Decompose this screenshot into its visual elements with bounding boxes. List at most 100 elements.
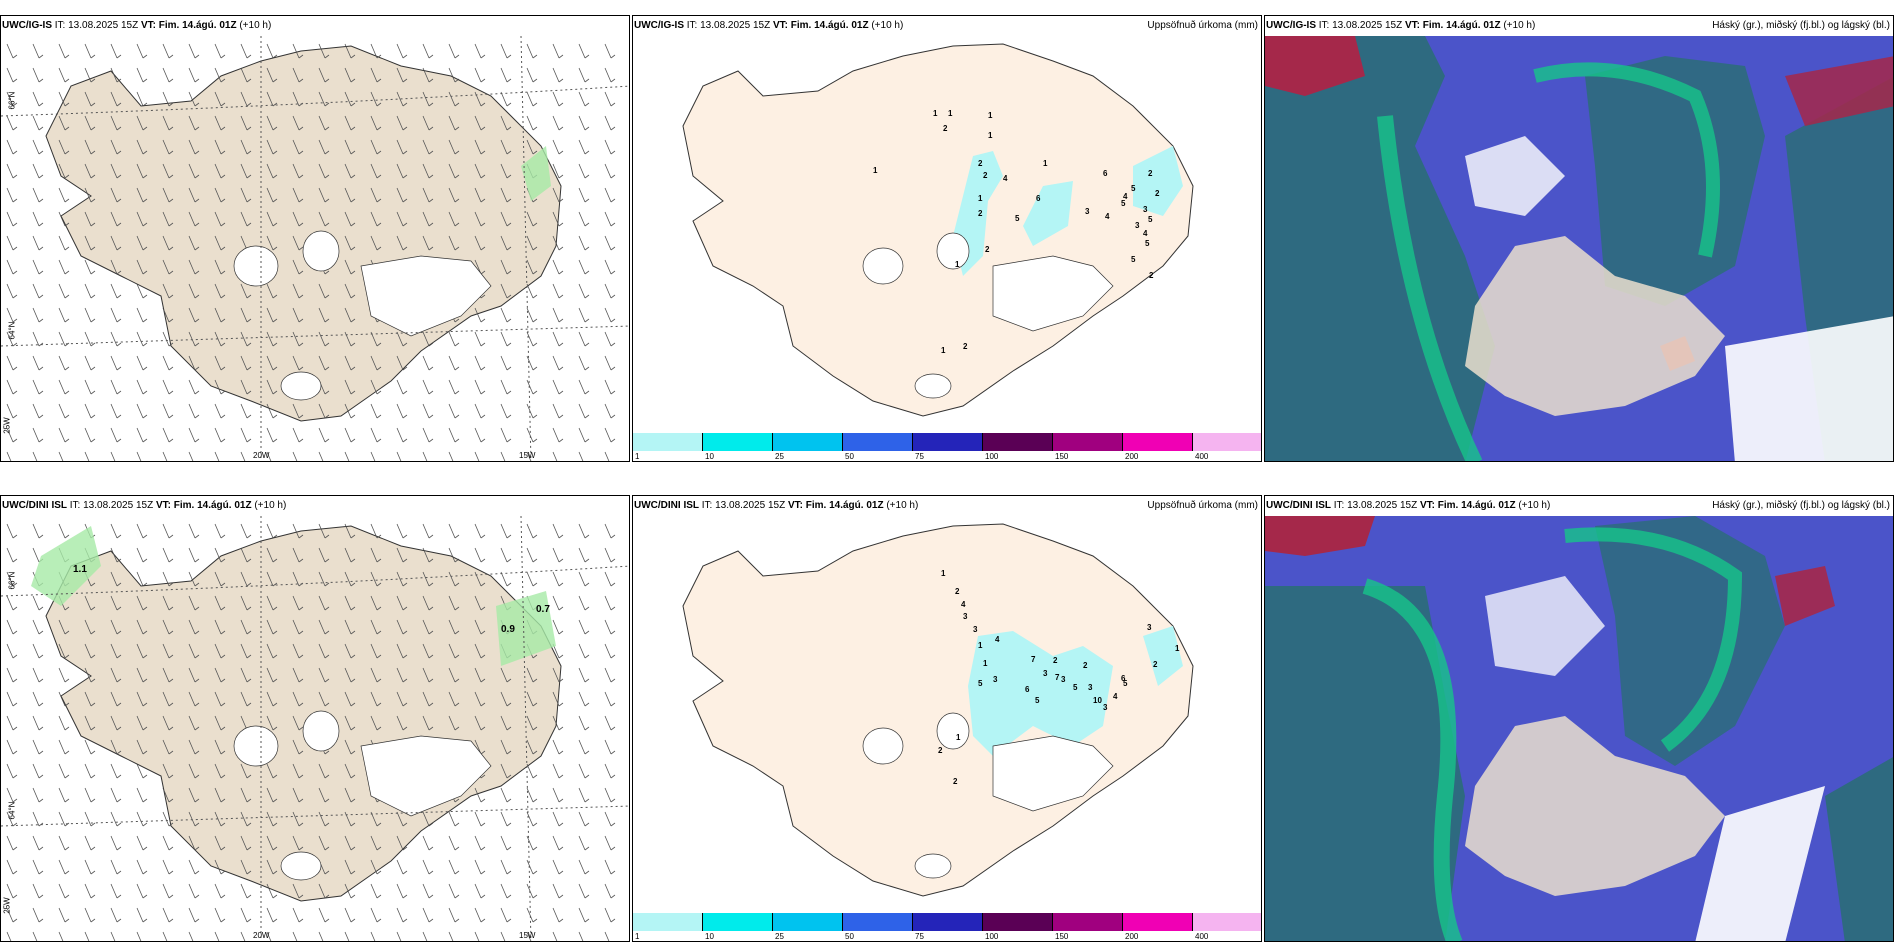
precip-value: 1 (1043, 159, 1048, 168)
lat-line (1, 805, 629, 827)
precip-value: 3 (1043, 669, 1048, 678)
lon-label: 25W (2, 417, 12, 434)
precip-value: 1 (941, 569, 946, 578)
precip-legend: 1 10 25 50 75 100 150 200 400 (633, 913, 1261, 941)
clear-land (1465, 716, 1725, 896)
legend-label: 200 (1125, 932, 1139, 941)
legend-label: 10 (705, 932, 714, 941)
precip-value: 6 (1036, 194, 1041, 203)
lon-label: 20W (253, 451, 270, 460)
high-cloud-red (1265, 36, 1365, 96)
legend-label: 25 (775, 932, 784, 941)
clear-sky (1695, 786, 1825, 941)
legend-swatch (773, 433, 843, 451)
clear-sky (1465, 136, 1565, 216)
precip-value: 6 (1121, 674, 1126, 683)
precip-value: 5 (1131, 255, 1136, 264)
cloud-panel-row2: UWC/DINI ISL IT: 13.08.2025 15Z VT: Fim.… (1264, 495, 1894, 942)
iceland-landmass (682, 43, 1194, 417)
legend-swatch (843, 913, 913, 931)
legend-label: 1 (635, 452, 640, 461)
glacier (233, 245, 279, 287)
precip-value: 4 (1105, 212, 1110, 221)
precip-value: 5 (978, 679, 983, 688)
precip-value: 3 (1088, 683, 1093, 692)
wind-green-area (496, 591, 556, 666)
precip-value: 4 (1123, 192, 1128, 201)
legend-label: 50 (845, 452, 854, 461)
precip-area (1023, 181, 1073, 246)
wind-map (1, 515, 629, 941)
lat-label: 66°N (7, 571, 17, 590)
precip-value: 2 (1153, 660, 1158, 669)
panel-title: UWC/IG-IS IT: 13.08.2025 15Z VT: Fim. 14… (1266, 20, 1890, 31)
precip-value: 2 (1083, 661, 1088, 670)
glacier (302, 710, 340, 752)
precip-value: 2 (953, 777, 958, 786)
precip-value: 5 (1073, 683, 1078, 692)
lat-line (1, 85, 629, 117)
vatnajokull-glacier (992, 735, 1114, 812)
lat-label: 64°N (7, 801, 17, 820)
glacier (914, 853, 952, 879)
precip-value: 4 (1003, 174, 1008, 183)
panel-title: UWC/DINI ISL IT: 13.08.2025 15Z VT: Fim.… (1266, 500, 1890, 511)
legend-label: 100 (985, 452, 999, 461)
cloud-band (1564, 527, 1743, 752)
clear-sky (1725, 316, 1893, 461)
precip-value: 3 (1143, 205, 1148, 214)
legend-swatch (913, 913, 983, 931)
panel-title: UWC/IG-IS IT: 13.08.2025 15Z VT: Fim. 14… (634, 20, 1258, 31)
precip-value: 1 (873, 166, 878, 175)
glacier (233, 725, 279, 767)
precip-value: 3 (1085, 207, 1090, 216)
wind-panel-row2: UWC/DINI ISL IT: 13.08.2025 15Z VT: Fim.… (0, 495, 630, 942)
iceland-landmass (682, 523, 1194, 897)
cloud-panel-row1: UWC/IG-IS IT: 13.08.2025 15Z VT: Fim. 14… (1264, 15, 1894, 462)
legend-swatch (703, 433, 773, 451)
wind-speed-label: 1.1 (73, 564, 87, 575)
precip-value: 5 (1015, 214, 1020, 223)
legend-swatch (983, 433, 1053, 451)
precip-value: 2 (1053, 656, 1058, 665)
lon-label: 25W (2, 897, 12, 914)
glacier (936, 232, 970, 270)
precip-value: 1 (956, 733, 961, 742)
wind-speed-label: 0.9 (501, 624, 515, 635)
legend-swatch (633, 913, 703, 931)
lon-label: 15W (519, 931, 536, 940)
precip-value: 10 (1093, 696, 1102, 705)
precip-value: 5 (1148, 215, 1153, 224)
precip-value: 5 (1123, 679, 1128, 688)
precip-value: 2 (978, 159, 983, 168)
high-cloud-red (1775, 566, 1835, 626)
wind-green-area (31, 526, 101, 606)
legend-label: 75 (915, 452, 924, 461)
legend-swatch (843, 433, 913, 451)
precip-value: 1 (988, 131, 993, 140)
precip-value: 4 (1143, 229, 1148, 238)
panel-title: UWC/DINI ISL IT: 13.08.2025 15Z VT: Fim.… (2, 500, 287, 511)
lat-line (1, 565, 629, 597)
glacier (936, 712, 970, 750)
legend-label: 25 (775, 452, 784, 461)
wind-map (1, 35, 629, 461)
precip-value: 2 (985, 245, 990, 254)
legend-label: 100 (985, 932, 999, 941)
precip-value: 1 (978, 194, 983, 203)
legend-label: 400 (1195, 452, 1209, 461)
precip-value: 3 (993, 675, 998, 684)
clear-sky (1485, 576, 1605, 676)
legend-swatch (773, 913, 843, 931)
lon-line (520, 35, 532, 461)
legend-label: 400 (1195, 932, 1209, 941)
legend-swatch (983, 913, 1053, 931)
precip-value: 3 (973, 625, 978, 634)
cloud-band (1362, 578, 1463, 941)
glacier (862, 727, 904, 765)
precip-value: 2 (1155, 189, 1160, 198)
legend-label: 150 (1055, 932, 1069, 941)
precip-value: 3 (1147, 623, 1152, 632)
precip-value: 4 (995, 635, 1000, 644)
